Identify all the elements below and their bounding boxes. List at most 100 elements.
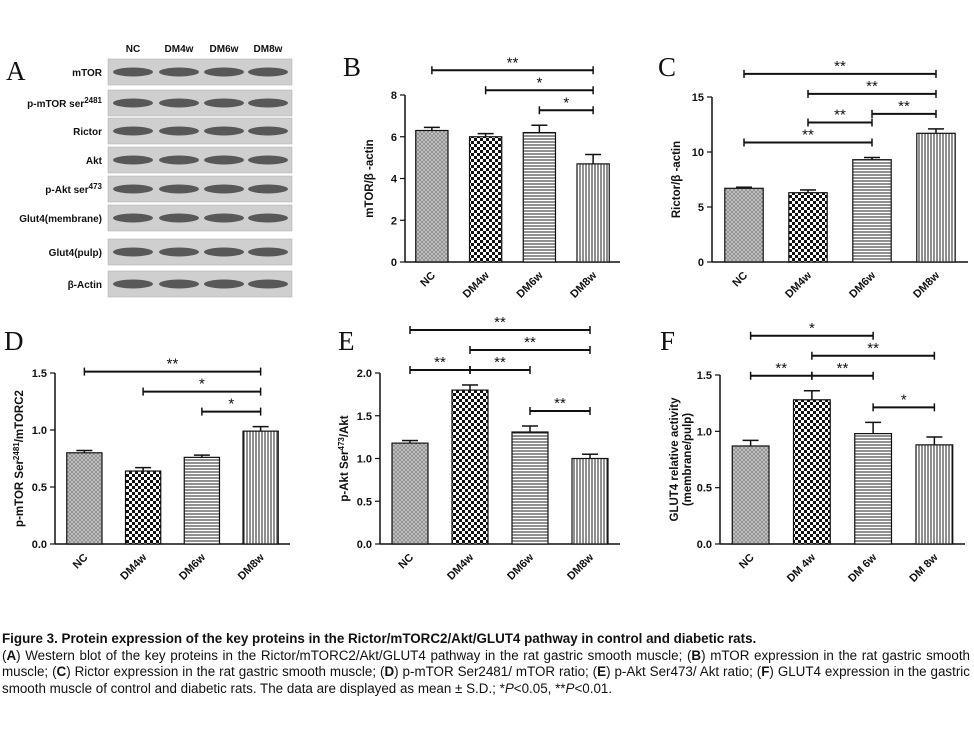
y-axis-label: p-mTOR Ser2481/mTORC2: [12, 390, 27, 527]
bar: [788, 192, 828, 263]
significance-label: **: [866, 78, 878, 95]
bar: [242, 430, 279, 545]
y-tick-label: 6: [391, 132, 397, 144]
y-tick-label: 0.5: [32, 482, 47, 494]
caption-text: (: [2, 647, 7, 663]
caption-text: ) GLUT4 expression in the gastric smooth…: [2, 664, 970, 696]
caption-body: (A) Western blot of the key proteins in …: [2, 648, 970, 698]
x-tick-label: DM8w: [911, 269, 942, 300]
x-tick-label: NC: [71, 552, 91, 572]
row-label: β-Actin: [68, 280, 102, 291]
bar: [451, 389, 489, 545]
panel-label: E: [338, 326, 355, 356]
blot-band: [204, 67, 244, 77]
panel-label: A: [6, 56, 26, 86]
text-part: /Akt: [339, 415, 351, 437]
x-tick-label: DM8w: [236, 551, 267, 582]
x-tick-label: DM6w: [847, 269, 878, 300]
row-label: Glut4(pulp): [49, 248, 102, 259]
text-part: p-mTOR Ser: [14, 460, 26, 527]
y-tick-label: 1.0: [32, 425, 47, 437]
text-part: p-Akt ser: [45, 185, 88, 196]
bar: [66, 452, 103, 545]
significance-label: *: [536, 74, 542, 91]
blot-band: [204, 247, 244, 257]
caption-emphasis: B: [691, 647, 702, 663]
significance-label: **: [837, 360, 849, 377]
caption-emphasis: P: [504, 680, 514, 696]
blot-band: [248, 184, 288, 194]
x-tick-label: DM4w: [783, 269, 814, 300]
bar: [854, 432, 893, 545]
bar: [183, 456, 221, 545]
blot-band: [159, 279, 199, 289]
significance-label: **: [802, 127, 814, 144]
caption-emphasis: E: [597, 664, 607, 679]
bar: [852, 159, 892, 263]
bar: [571, 457, 609, 545]
y-tick-label: 0.0: [32, 539, 47, 551]
caption-text: ) p-mTOR Ser2481/ mTOR ratio; (: [394, 664, 598, 679]
x-tick-label: DM6w: [505, 551, 536, 582]
x-tick-label: DM6w: [177, 551, 208, 582]
x-tick-label: DM4w: [445, 551, 476, 582]
blot-band: [159, 126, 199, 136]
row-label: Akt: [86, 156, 103, 167]
blot-band: [159, 247, 199, 257]
bar: [511, 431, 549, 545]
y-tick-label: 0: [391, 257, 397, 269]
y-tick-label: 0.5: [697, 483, 712, 495]
caption-emphasis: F: [761, 664, 770, 679]
significance-label: **: [775, 360, 787, 377]
y-tick-label: 0.5: [357, 496, 372, 508]
blot-band: [113, 279, 153, 289]
y-tick-label: 8: [391, 90, 397, 102]
caption-title: Figure 3. Protein expression of the key …: [2, 631, 757, 646]
blot-band: [159, 184, 199, 194]
y-tick-label: 0: [698, 257, 704, 269]
caption-emphasis: A: [6, 647, 17, 663]
y-tick-label: 5: [698, 202, 704, 214]
bar: [124, 470, 162, 545]
x-tick-label: DM 6w: [846, 551, 879, 584]
panel-label: C: [658, 52, 676, 82]
caption-emphasis: D: [384, 664, 395, 679]
blot-band: [248, 213, 288, 223]
blot-band: [159, 213, 199, 223]
y-axis-label: Rictor/β -actin: [671, 141, 683, 218]
blot-band: [159, 155, 199, 165]
blot-band: [248, 155, 288, 165]
caption-emphasis: P: [565, 680, 575, 696]
blot-band: [248, 126, 288, 136]
y-axis-label: p-Akt Ser473/Akt: [337, 415, 352, 501]
significance-label: **: [167, 356, 179, 373]
panel-label: D: [4, 326, 24, 356]
lane-label: NC: [126, 44, 140, 55]
bar: [391, 442, 429, 545]
x-tick-label: NC: [737, 552, 757, 572]
lane-label: DM8w: [254, 44, 283, 55]
y-tick-label: 1.5: [32, 368, 47, 380]
y-tick-label: 1.5: [697, 370, 712, 382]
row-label: mTOR: [72, 68, 103, 79]
significance-label: **: [834, 107, 846, 124]
caption-text: ) Western blot of the key proteins in th…: [16, 647, 692, 663]
blot-band: [248, 279, 288, 289]
blot-band: [113, 247, 153, 257]
bar: [792, 399, 831, 545]
blot-band: [113, 155, 153, 165]
bar: [576, 163, 610, 263]
superscript: 2481: [84, 96, 102, 105]
row-label: p-Akt ser473: [45, 182, 102, 197]
text-part: p-mTOR ser: [27, 99, 84, 110]
bar: [731, 445, 770, 545]
blot-band: [248, 98, 288, 108]
x-tick-label: DM8w: [565, 551, 596, 582]
x-tick-label: DM4w: [461, 269, 492, 300]
blot-band: [204, 184, 244, 194]
caption-text: <0.05, **: [513, 680, 566, 696]
y-axis-label: GLUT4 relative activity: [669, 397, 681, 522]
significance-label: **: [898, 98, 910, 115]
significance-label: **: [554, 395, 566, 412]
blot-band: [248, 67, 288, 77]
